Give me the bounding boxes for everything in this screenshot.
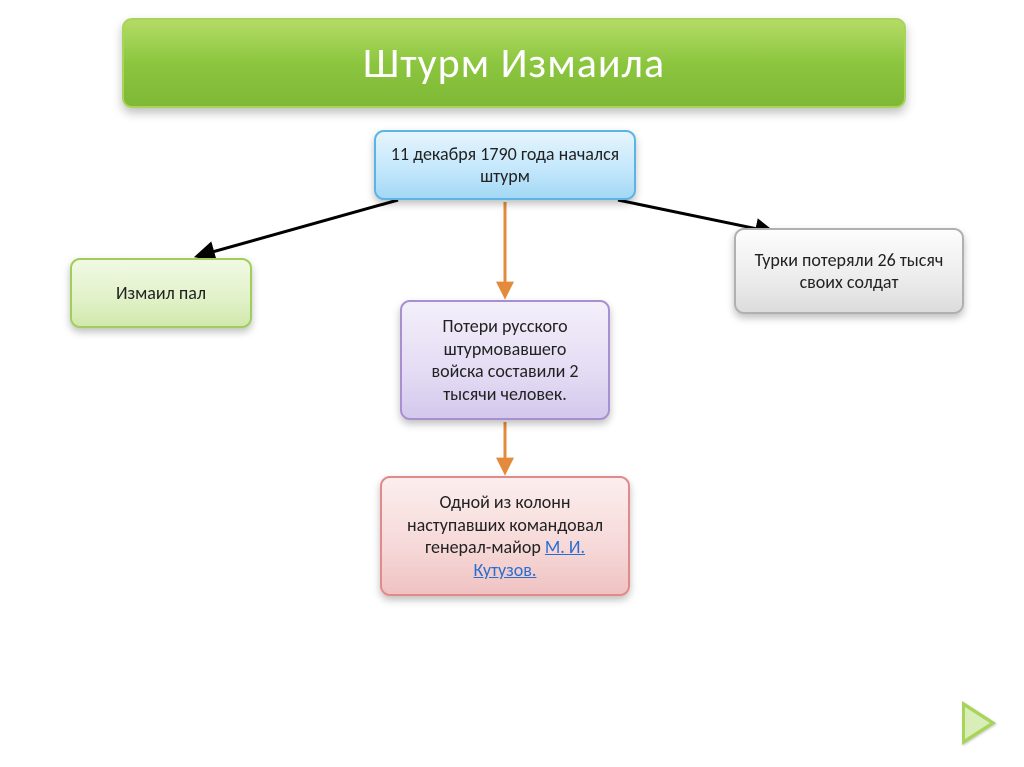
next-slide-button[interactable] [962, 701, 996, 745]
arrow-top-to-left [198, 200, 398, 256]
slide-title-box: Штурм Измаила [122, 18, 906, 108]
node-text: Турки потеряли 26 тысяч своих солдат [750, 249, 948, 294]
node-text: Измаил пал [116, 282, 206, 305]
node-kutuzov: Одной из колонн наступавших командовал г… [380, 476, 630, 596]
node-russian-losses: Потери русского штурмовавшего войска сос… [400, 300, 610, 420]
node-text: Одной из колонн наступавших командовал г… [396, 491, 614, 581]
node-izmail-fell: Измаил пал [70, 258, 252, 328]
node-assault-start: 11 декабря 1790 года начался штурм [374, 130, 636, 200]
node-text: 11 декабря 1790 года начался штурм [390, 143, 620, 188]
node-turkish-losses: Турки потеряли 26 тысяч своих солдат [734, 228, 964, 314]
slide-title: Штурм Измаила [363, 38, 665, 89]
node-text: Потери русского штурмовавшего войска сос… [416, 315, 594, 405]
